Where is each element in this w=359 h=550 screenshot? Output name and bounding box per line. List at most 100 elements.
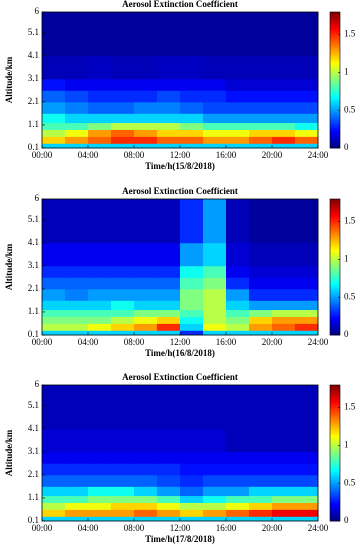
colorbar-step [330, 43, 340, 47]
colorbar-step [330, 437, 340, 440]
colorbar-step [330, 52, 340, 56]
x-tick-label: 20:00 [262, 150, 283, 160]
chart-title: Aerosol Extinction Coefficient [122, 0, 238, 9]
heat-cell [180, 323, 204, 331]
colorbar-step [330, 291, 340, 295]
chart-title: Aerosol Extinction Coefficient [122, 186, 238, 196]
heat-cell [157, 451, 181, 464]
heat-cell [249, 385, 273, 430]
heat-cell [272, 90, 296, 103]
heat-cell [134, 428, 158, 453]
heat-cell [249, 277, 273, 290]
colorbar-step [330, 253, 340, 257]
heat-cell [272, 129, 296, 137]
colorbar-step [330, 466, 340, 470]
heat-cell [42, 78, 66, 91]
y-tick-label: 5.1 [28, 214, 39, 224]
colorbar-step [330, 21, 340, 24]
heat-cell [249, 55, 273, 80]
colorbar-step [330, 41, 340, 45]
colorbar-step [330, 57, 340, 60]
colorbar-step [330, 502, 340, 506]
heat-cell [42, 463, 66, 476]
heat-cell [157, 199, 181, 244]
heat-cell [226, 385, 250, 430]
heat-cell [42, 90, 66, 103]
x-axis-label: Time/h(16/8/2018) [145, 348, 215, 358]
colorbar-step [330, 387, 340, 390]
x-axis-label: Time/h(17/8/2018) [145, 534, 215, 544]
heat-cell [65, 122, 89, 130]
heat-cell [88, 12, 112, 57]
heat-cell [249, 309, 273, 317]
heat-cell [226, 486, 250, 497]
colorbar-step [330, 484, 340, 488]
y-tick-label: 3.1 [28, 73, 39, 83]
heat-cell [272, 12, 296, 57]
colorbar-tick-label: 0.5 [344, 104, 356, 114]
colorbar-step [330, 468, 340, 472]
heat-cell [157, 502, 181, 510]
heat-cell [226, 277, 250, 290]
heat-cell [203, 90, 227, 103]
heat-cell [88, 516, 112, 522]
y-tick-label: 6 [35, 193, 40, 203]
colorbar-step [330, 391, 340, 395]
heat-cell [88, 309, 112, 317]
heat-cell [180, 502, 204, 510]
heat-cell [249, 474, 273, 487]
heat-cell [249, 242, 273, 267]
colorbar-step [330, 27, 340, 31]
heat-cell [111, 277, 135, 290]
x-tick-label: 00:00 [32, 337, 53, 347]
chart-title: Aerosol Extinction Coefficient [122, 372, 238, 382]
heat-cell [249, 316, 273, 324]
heat-cell [42, 288, 66, 301]
heat-cell [111, 385, 135, 430]
heat-cell [295, 486, 319, 497]
heat-cell [226, 199, 250, 244]
heat-cell [203, 78, 227, 91]
y-tick-label: 1.1 [28, 306, 39, 316]
heat-cell [42, 136, 66, 144]
colorbar-step [330, 289, 340, 293]
heat-cell [65, 129, 89, 137]
heat-cell [203, 463, 227, 476]
heat-cell [295, 122, 319, 130]
colorbar-step [330, 511, 340, 515]
heat-cell [65, 309, 89, 317]
heat-cell [42, 502, 66, 510]
colorbar-step [330, 120, 340, 124]
heat-cell [88, 385, 112, 430]
colorbar-step [330, 95, 340, 99]
colorbar-step [330, 12, 340, 15]
colorbar-step [330, 34, 340, 38]
heat-cell [88, 509, 112, 517]
heat-cell [65, 509, 89, 517]
heat-cell [272, 136, 296, 144]
colorbar-step [330, 50, 340, 54]
heat-cell [65, 136, 89, 144]
colorbar-step [330, 403, 340, 406]
colorbar-step [330, 66, 340, 70]
colorbar-step [330, 246, 340, 250]
heat-cell [134, 199, 158, 244]
heat-cell [180, 55, 204, 80]
y-tick-label: 1.1 [28, 492, 39, 502]
heat-cell [295, 385, 319, 430]
heat-cell [157, 385, 181, 430]
x-tick-label: 08:00 [124, 150, 145, 160]
heat-cell [157, 113, 181, 124]
y-tick-label: 2.1 [28, 469, 39, 479]
heat-cell [226, 495, 250, 503]
colorbar-step [330, 235, 340, 238]
colorbar-step [330, 462, 340, 465]
heat-cell [42, 12, 66, 57]
heat-cell [134, 463, 158, 476]
heat-cell [226, 12, 250, 57]
heat-cell [272, 509, 296, 517]
heat-cell [272, 316, 296, 324]
colorbar-step [330, 280, 340, 284]
heat-cell [295, 265, 319, 278]
